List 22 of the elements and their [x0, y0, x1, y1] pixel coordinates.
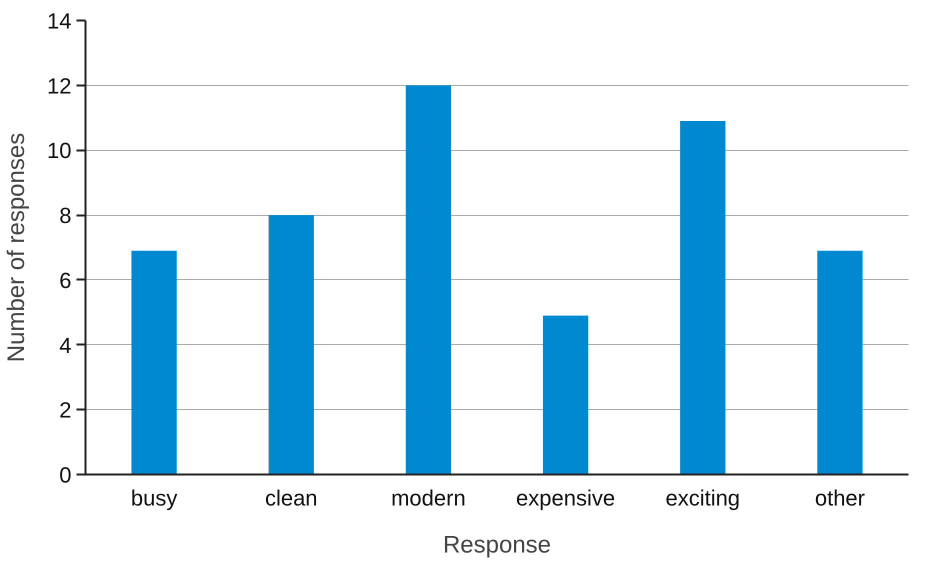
y-tick-label: 10	[47, 138, 72, 164]
bar	[680, 121, 726, 474]
y-tick-label: 14	[47, 8, 72, 34]
x-tick-label: expensive	[516, 486, 616, 510]
bar	[542, 316, 588, 474]
y-tick-label: 0	[59, 462, 72, 488]
x-tick-label: clean	[264, 486, 318, 510]
y-tick-label: 4	[59, 332, 72, 358]
bar	[131, 250, 177, 474]
x-tick-label: busy	[130, 486, 178, 510]
bar	[406, 85, 452, 474]
x-tick-label: other	[814, 486, 865, 510]
x-axis-title: Response	[442, 532, 552, 558]
x-tick-label: modern	[391, 486, 466, 510]
y-tick-label: 2	[59, 398, 72, 423]
x-tick-label: exciting	[665, 486, 740, 510]
y-tick-label: 8	[59, 203, 72, 228]
y-axis-title: Number of responses	[3, 132, 30, 362]
y-tick-label: 12	[47, 73, 72, 98]
bar	[817, 250, 863, 474]
y-tick-label: 6	[59, 268, 72, 293]
bar	[268, 215, 314, 474]
